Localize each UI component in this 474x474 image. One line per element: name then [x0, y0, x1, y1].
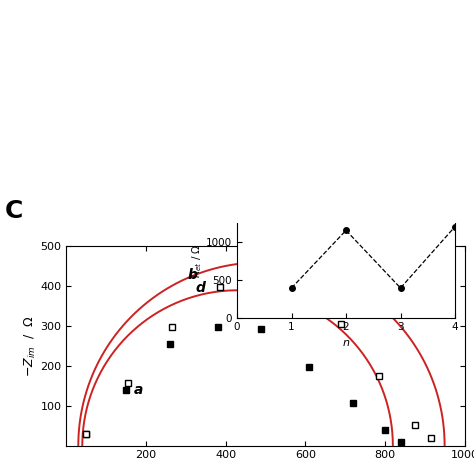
Text: a: a — [134, 383, 144, 397]
X-axis label: $n$: $n$ — [342, 338, 350, 348]
Text: b: b — [188, 268, 198, 282]
Text: C: C — [5, 199, 23, 223]
Text: d: d — [196, 281, 206, 295]
Y-axis label: $R_{et}$ / $\Omega$: $R_{et}$ / $\Omega$ — [191, 244, 204, 278]
Y-axis label: $-Z_{im}$  /  Ω: $-Z_{im}$ / Ω — [22, 315, 37, 377]
